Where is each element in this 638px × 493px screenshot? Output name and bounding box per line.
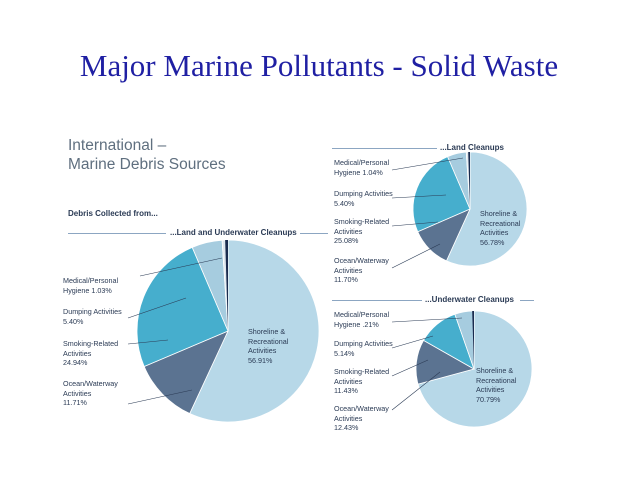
label-underwater-shoreline: Shoreline & Recreational Activities 70.7… (476, 366, 516, 404)
leader-line-combined-2 (127, 297, 187, 319)
label-combined-medical-value: 1.03% (91, 285, 112, 295)
figure-subheading: Debris Collected from... (68, 209, 158, 218)
chart-title-land: ...Land Cleanups (440, 143, 505, 152)
label-underwater-dumping-value: 5.14% (334, 348, 355, 358)
chart-title-combined: ...Land and Underwater Cleanups (170, 228, 297, 237)
label-land-dumping-value: 5.40% (334, 198, 355, 208)
label-combined-shoreline: Shoreline & Recreational Activities 56.9… (248, 327, 288, 365)
label-combined-shoreline-line2: Recreational (248, 336, 289, 346)
slide-title: Major Marine Pollutants - Solid Waste (79, 48, 559, 83)
leader-line-combined-1 (127, 339, 169, 345)
label-underwater-medical-line2-text: Hygiene (334, 319, 361, 329)
label-underwater-dumping: Dumping Activities 5.14% (334, 339, 393, 358)
label-land-ocean: Ocean/Waterway Activities 11.70% (334, 256, 389, 285)
label-underwater-shoreline-value: 70.79% (476, 394, 501, 404)
figure-heading: International – Marine Debris Sources (68, 136, 226, 174)
figure-heading-line1: International – (68, 137, 167, 154)
label-land-ocean-line1: Ocean/Waterway (334, 256, 389, 265)
label-combined-medical: Medical/Personal Hygiene 1.03% (63, 276, 118, 295)
title-rule-underwater-right (520, 300, 534, 301)
pie-combined-slice-smoking (136, 246, 229, 367)
title-rule-land (332, 148, 437, 149)
leader-line-underwater-2 (391, 335, 434, 349)
label-land-dumping-line1: Dumping Activities (334, 189, 393, 198)
label-underwater-ocean-value: 12.43% (334, 423, 359, 432)
leader-line-land-3 (391, 157, 464, 171)
label-land-shoreline: Shoreline & Recreational Activities 56.7… (480, 209, 520, 247)
label-land-medical-line2: Hygiene 1.04% (334, 168, 389, 178)
leader-line-combined-0 (127, 389, 193, 405)
leader-line-underwater-1 (391, 359, 429, 377)
chart-title-underwater: ...Underwater Cleanups (425, 295, 514, 304)
label-combined-shoreline-line1: Shoreline & (248, 327, 286, 336)
label-underwater-medical-line2: Hygiene .21% (334, 320, 389, 330)
label-land-shoreline-line3: Activities (480, 228, 509, 237)
pie-combined-sliver (225, 240, 228, 331)
label-combined-smoking: Smoking-Related Activities 24.94% (63, 339, 118, 368)
label-underwater-medical: Medical/Personal Hygiene .21% (334, 310, 389, 329)
label-underwater-shoreline-line2: Recreational (476, 375, 517, 385)
label-combined-medical-line2-text: Hygiene (63, 285, 90, 295)
pie-land-slice-shoreline (445, 151, 528, 267)
label-land-shoreline-line2: Recreational (480, 218, 521, 228)
label-underwater-smoking-line1: Smoking-Related (334, 367, 390, 376)
leader-line-land-0 (391, 243, 441, 269)
label-combined-dumping-value: 5.40% (63, 316, 84, 326)
label-combined-smoking-line2: Activities (63, 348, 92, 358)
label-underwater-shoreline-line3: Activities (476, 385, 505, 394)
pie-land-sliver (468, 152, 470, 209)
label-underwater-ocean-line1: Ocean/Waterway (334, 404, 389, 413)
leader-line-land-1 (391, 221, 439, 227)
label-land-medical-line1: Medical/Personal (334, 158, 390, 167)
label-land-ocean-value: 11.70% (334, 275, 358, 284)
label-combined-shoreline-value: 56.91% (248, 355, 273, 365)
label-combined-ocean: Ocean/Waterway Activities 11.71% (63, 379, 118, 408)
label-underwater-medical-line1: Medical/Personal (334, 310, 390, 319)
label-underwater-shoreline-line1: Shoreline & (476, 366, 514, 375)
label-land-ocean-line2: Activities (334, 265, 363, 275)
label-underwater-medical-value: .21% (362, 319, 379, 329)
label-underwater-dumping-line1: Dumping Activities (334, 339, 393, 348)
label-combined-ocean-line2: Activities (63, 388, 92, 398)
label-land-shoreline-line1: Shoreline & (480, 209, 518, 218)
figure-heading-line2: Marine Debris Sources (68, 156, 226, 173)
label-land-smoking-line1: Smoking-Related (334, 217, 390, 226)
label-underwater-ocean: Ocean/Waterway Activities 12.43% (334, 404, 389, 433)
label-land-smoking-value: 25.08% (334, 236, 359, 245)
label-combined-ocean-line1: Ocean/Waterway (63, 379, 118, 388)
leader-line-underwater-3 (391, 317, 463, 323)
pie-land-slice-smoking (412, 156, 471, 233)
leader-line-combined-3 (139, 257, 223, 277)
label-land-dumping: Dumping Activities 5.40% (334, 189, 393, 208)
label-land-medical-value: 1.04% (362, 167, 383, 177)
label-underwater-smoking-line2: Activities (334, 376, 363, 386)
label-combined-smoking-line1: Smoking-Related (63, 339, 119, 348)
leader-line-land-2 (391, 194, 447, 199)
label-combined-dumping-line1: Dumping Activities (63, 307, 122, 316)
pie-combined-slice-ocean (143, 330, 229, 415)
title-rule-combined-right (300, 233, 328, 234)
label-land-shoreline-value: 56.78% (480, 237, 505, 247)
label-combined-dumping: Dumping Activities 5.40% (63, 307, 122, 326)
label-combined-ocean-value: 11.71% (63, 398, 87, 407)
pie-underwater-slice-shoreline (417, 310, 533, 428)
leader-line-underwater-0 (391, 371, 441, 411)
label-underwater-smoking-value: 11.43% (334, 386, 358, 395)
title-rule-underwater (332, 300, 422, 301)
label-land-smoking: Smoking-Related Activities 25.08% (334, 217, 389, 246)
label-underwater-smoking: Smoking-Related Activities 11.43% (334, 367, 389, 396)
pie-combined-slice-shoreline (189, 239, 320, 423)
label-land-smoking-line2: Activities (334, 226, 363, 236)
label-underwater-ocean-line2: Activities (334, 413, 363, 423)
label-combined-shoreline-line3: Activities (248, 346, 277, 355)
label-combined-medical-line1: Medical/Personal (63, 276, 119, 285)
title-rule-combined (68, 233, 166, 234)
label-land-medical-line2-text: Hygiene (334, 167, 361, 177)
label-land-medical: Medical/Personal Hygiene 1.04% (334, 158, 389, 177)
label-combined-medical-line2: Hygiene 1.03% (63, 286, 118, 296)
pie-underwater-sliver (472, 311, 474, 369)
label-combined-smoking-value: 24.94% (63, 358, 88, 367)
